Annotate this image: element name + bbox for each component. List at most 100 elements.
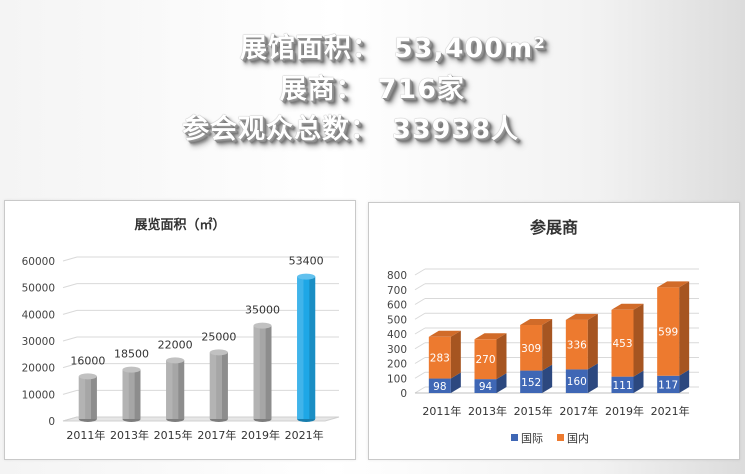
bar-top (297, 273, 316, 280)
bar-highlight (122, 369, 129, 419)
bar-front (474, 339, 497, 380)
legend-label: 国内 (567, 431, 589, 445)
y-tick-label: 400 (387, 329, 407, 341)
y-tick-label: 100 (387, 373, 407, 385)
y-tick-label: 0 (400, 388, 407, 400)
bar-side (450, 372, 461, 393)
area-chart-panel: 展览面积（㎡） 0 10000 20000 30000 40000 50000 60000 16… (4, 200, 356, 460)
bar-segment (565, 313, 598, 370)
x-tick-label: 2011年 (422, 404, 461, 418)
bar (297, 273, 316, 422)
bar-side (542, 364, 553, 393)
gridline-depth (414, 371, 426, 379)
y-tick-label: 30000 (22, 336, 55, 348)
bar-segment (520, 319, 553, 371)
x-tick-label: 2017年 (559, 404, 598, 418)
headline-exhibitors: 展商： 716家 (280, 74, 465, 106)
gridline-depth (62, 389, 78, 395)
bar-front (520, 370, 543, 393)
bar-highlight (209, 352, 217, 419)
bar-side (633, 370, 644, 393)
y-tick-label: 20000 (22, 363, 55, 375)
x-tick-label: 2021年 (651, 404, 690, 418)
bar-top (166, 357, 185, 364)
data-label: 283 (430, 353, 450, 365)
y-tick-label: 200 (387, 359, 407, 371)
gridline-depth (62, 309, 78, 315)
data-label: 22000 (158, 338, 193, 351)
bar-top (78, 373, 97, 380)
headline-exhibitors-value: 716家 (377, 74, 465, 105)
bar-front (474, 379, 497, 393)
gridline-depth (414, 268, 426, 276)
y-tick-label: 300 (387, 344, 407, 356)
bar-segment (611, 370, 644, 393)
bar-top (209, 349, 228, 356)
bar-shadow (221, 352, 228, 419)
bar (122, 366, 141, 422)
data-label: 336 (567, 340, 587, 352)
gridline-depth (414, 283, 426, 291)
bar-top (474, 333, 507, 340)
bar-top (428, 330, 461, 337)
x-tick-label: 2011年 (66, 428, 105, 442)
y-tick-label: 500 (387, 314, 407, 326)
x-tick-label: 2017年 (197, 428, 236, 442)
y-tick-label: 800 (387, 270, 407, 282)
bar-highlight (253, 325, 260, 419)
gridline-depth (414, 342, 426, 350)
bar-front (565, 319, 588, 370)
bar-segment (474, 373, 507, 393)
gridline-depth (62, 256, 78, 262)
bar-top (611, 303, 644, 310)
y-tick-label: 0 (48, 416, 55, 428)
gridline-depth (62, 283, 78, 289)
y-tick-label: 10000 (22, 389, 55, 401)
x-tick-label: 2015年 (514, 404, 553, 418)
data-label: 94 (479, 381, 493, 393)
bar-segment (428, 330, 461, 379)
bar-segment (657, 369, 690, 393)
bar-front (657, 375, 680, 393)
y-tick-label: 700 (387, 285, 407, 297)
data-label: 98 (433, 381, 446, 393)
bar-top (520, 319, 553, 326)
bar (253, 322, 272, 422)
bar-highlight (78, 376, 86, 419)
legend-label: 国际 (521, 432, 543, 445)
gridline-depth (414, 386, 426, 394)
exhibitor-chart: 参展商 0 100 200 300 400 500 600 700 800 98 283 2011年 94… (387, 218, 699, 445)
bar-side (542, 319, 553, 371)
bar-side (496, 373, 507, 393)
x-tick-label: 2013年 (110, 428, 149, 442)
bar-front (428, 336, 451, 379)
data-label: 16000 (70, 354, 105, 367)
bar-segment (657, 281, 690, 376)
bar-side (496, 333, 507, 380)
headline-visitors-label: 参会观众总数： (182, 114, 379, 145)
bar-shadow (134, 369, 141, 419)
y-tick-label: 50000 (22, 283, 55, 295)
bar-top (657, 281, 690, 288)
bar-shadow (178, 360, 185, 419)
headline-visitors-value: 33938人 (392, 114, 519, 145)
bar-highlight (166, 360, 173, 419)
data-label: 117 (658, 379, 678, 391)
data-label: 152 (521, 377, 541, 389)
bar-side (587, 363, 598, 393)
bar (78, 373, 97, 422)
data-label: 18500 (114, 348, 149, 361)
bar-segment (474, 333, 507, 380)
bar-side (633, 303, 644, 377)
headline-area: 展馆面积： 53,400m² (240, 33, 546, 65)
legend-swatch (557, 434, 564, 441)
bar-top (253, 322, 272, 329)
headline-exhibitors-label: 展商： (279, 74, 364, 105)
bar-side (450, 330, 461, 379)
bar-side (679, 369, 690, 393)
bar-shadow (309, 276, 316, 419)
data-label: 453 (612, 338, 632, 350)
x-tick-label: 2015年 (154, 428, 193, 442)
bar (166, 357, 185, 422)
gridline-depth (414, 312, 426, 320)
